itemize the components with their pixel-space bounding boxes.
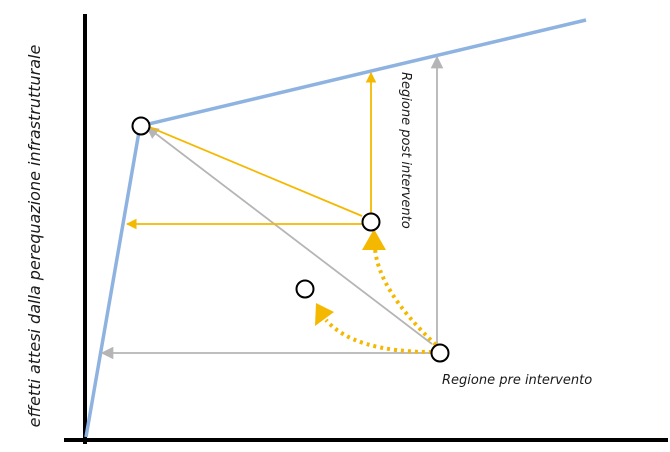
point-pre-intervento: [430, 343, 450, 363]
yellow-line-to-vertex: [146, 125, 363, 217]
pre-region-label: Regione pre intervento: [442, 373, 592, 388]
y-axis-label: effetti attesi dalla perequazione infras…: [25, 45, 44, 428]
point-frontier-vertex: [131, 116, 151, 136]
post-region-label: Regione post intervento: [398, 72, 413, 229]
dotted-arrow-to-post: [373, 247, 438, 347]
dotted-arrow-to-mid-head: [315, 303, 334, 326]
gray-arrow-to-frontier-vertex: [145, 126, 433, 345]
dotted-arrow-to-post-head: [362, 229, 386, 250]
point-intermediate: [295, 279, 315, 299]
point-post-intervento: [361, 212, 381, 232]
dotted-arrow-to-mid: [324, 318, 433, 354]
